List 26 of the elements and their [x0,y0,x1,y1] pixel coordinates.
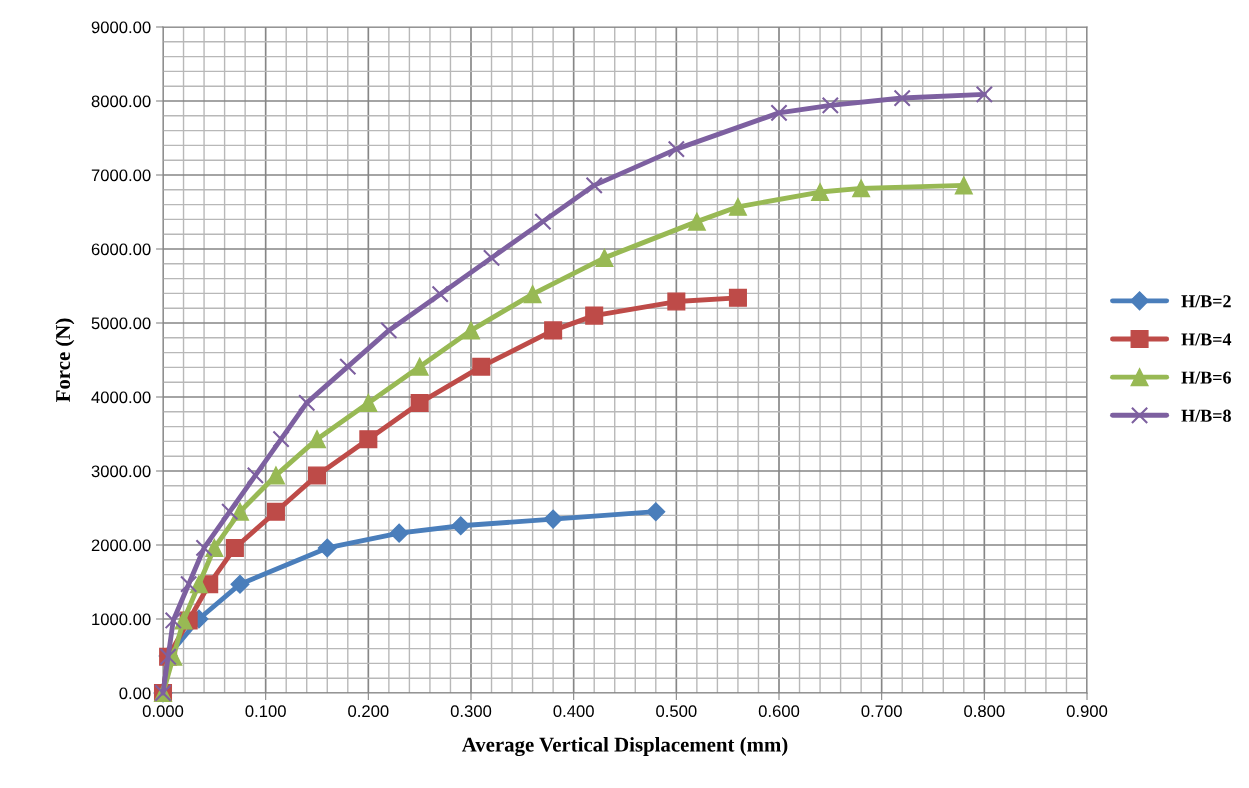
y-tick-label: 6000.00 [91,243,151,256]
y-tick-label: 3000.00 [91,465,151,478]
x-tick-label: 0.000 [142,705,184,718]
legend-label: H/B=4 [1181,333,1232,346]
y-tick-label: 4000.00 [91,391,151,404]
y-axis-title: Force (N) [55,318,75,402]
y-tick-label: 5000.00 [91,317,151,330]
legend-label: H/B=6 [1181,371,1231,384]
y-tick-label: 0.00 [119,687,151,700]
y-tick-label: 2000.00 [91,539,151,552]
legend-label: H/B=2 [1181,295,1231,308]
y-tick-label: 9000.00 [91,21,151,34]
x-tick-label: 0.200 [348,705,389,718]
x-axis-title: Average Vertical Displacement (mm) [461,737,788,757]
x-tick-label: 0.900 [1066,705,1108,718]
x-tick-label: 0.400 [553,705,594,718]
x-tick-label: 0.100 [245,705,286,718]
y-tick-label: 7000.00 [91,169,151,182]
x-tick-label: 0.300 [450,705,492,718]
x-tick-label: 0.600 [758,705,800,718]
y-tick-label: 8000.00 [91,95,151,108]
x-tick-label: 0.700 [861,705,902,718]
x-tick-label: 0.800 [964,705,1005,718]
x-tick-label: 0.500 [656,705,697,718]
y-tick-label: 1000.00 [92,613,151,626]
legend-label: H/B=8 [1181,409,1231,422]
